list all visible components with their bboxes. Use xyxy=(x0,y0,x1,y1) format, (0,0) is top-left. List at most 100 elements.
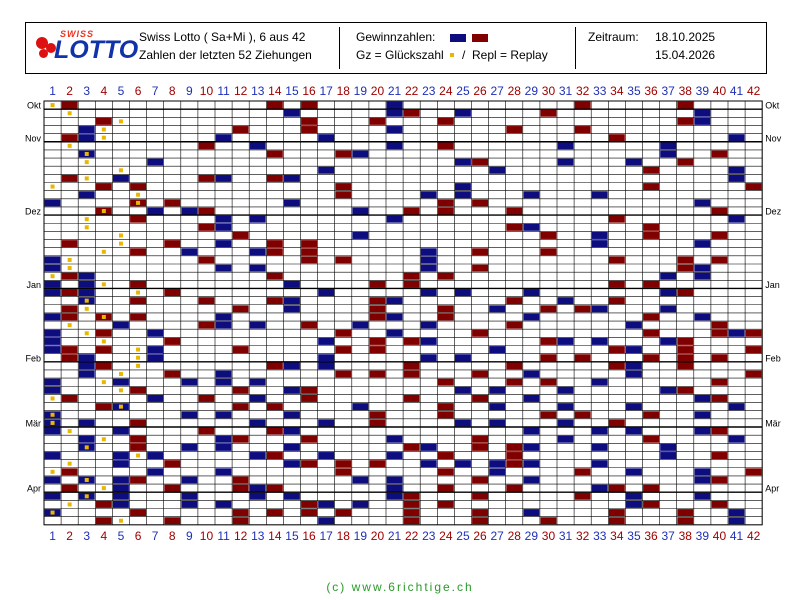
drawn-number-cell xyxy=(181,207,198,215)
drawn-number-cell xyxy=(61,289,78,296)
drawn-number-cell xyxy=(284,411,300,419)
drawn-number-cell xyxy=(215,370,232,378)
drawn-number-cell xyxy=(472,248,488,256)
drawn-number-cell xyxy=(284,460,300,468)
gluckszahl-marker xyxy=(50,274,55,279)
drawn-number-cell xyxy=(489,346,506,354)
column-number-top: 37 xyxy=(661,84,675,98)
column-number-top: 25 xyxy=(456,84,470,98)
drawn-number-cell xyxy=(113,378,129,386)
month-label-right: Mär xyxy=(765,419,781,429)
gluckszahl-marker xyxy=(118,388,123,393)
drawn-number-cell xyxy=(711,354,728,362)
drawn-number-cell xyxy=(626,370,642,378)
legend-navy-swatch xyxy=(450,34,466,42)
drawn-number-cell xyxy=(266,297,283,305)
drawn-number-cell xyxy=(591,232,608,239)
drawn-number-cell xyxy=(591,240,608,248)
drawn-number-cell xyxy=(95,362,112,370)
gluckszahl-marker xyxy=(50,184,55,189)
drawn-number-cell xyxy=(591,191,608,199)
drawn-number-cell xyxy=(711,500,728,508)
drawn-number-cell xyxy=(489,305,506,313)
column-number-top: 28 xyxy=(508,84,522,98)
column-number-bottom: 31 xyxy=(559,529,573,543)
gluckszahl-marker xyxy=(84,176,89,181)
column-number-bottom: 11 xyxy=(217,529,230,543)
drawn-number-cell xyxy=(301,460,317,468)
drawn-number-cell xyxy=(557,158,574,166)
drawn-number-cell xyxy=(369,305,386,313)
gluckszahl-marker xyxy=(84,477,89,482)
drawn-number-cell xyxy=(472,395,488,402)
drawn-number-cell xyxy=(164,517,181,525)
drawn-number-cell xyxy=(574,354,591,362)
gluckszahl-marker xyxy=(67,257,72,262)
month-label-right: Apr xyxy=(765,484,779,494)
column-number-bottom: 2 xyxy=(66,529,73,543)
drawn-number-cell xyxy=(284,492,300,500)
gluckszahl-marker xyxy=(67,429,72,434)
drawn-number-cell xyxy=(318,419,335,427)
drawn-number-cell xyxy=(284,362,300,370)
chart-title: Swiss Lotto ( Sa+Mi ), 6 aus 42 xyxy=(139,30,306,44)
lotto-ball-icon xyxy=(39,49,48,58)
drawn-number-cell xyxy=(711,452,728,459)
drawn-number-cell xyxy=(540,411,557,419)
drawn-number-cell xyxy=(198,223,215,231)
drawn-number-cell xyxy=(335,509,352,517)
drawn-number-cell xyxy=(506,207,523,215)
drawn-number-cell xyxy=(694,117,711,125)
drawn-number-cell xyxy=(608,256,625,264)
drawn-number-cell xyxy=(181,248,198,256)
drawn-number-cell xyxy=(249,452,266,459)
column-number-top: 1 xyxy=(49,84,56,98)
drawn-number-cell xyxy=(437,207,454,215)
gluckszahl-marker xyxy=(84,306,89,311)
drawn-number-cell xyxy=(301,500,317,508)
drawn-number-cell xyxy=(335,468,352,476)
column-number-bottom: 22 xyxy=(405,529,419,543)
month-label-right: Jan xyxy=(765,280,780,290)
drawn-number-cell xyxy=(626,500,642,508)
drawn-number-cell xyxy=(249,395,266,402)
drawn-number-cell xyxy=(44,289,61,296)
drawn-number-cell xyxy=(61,313,78,321)
drawn-number-cell xyxy=(403,337,420,345)
drawn-number-cell xyxy=(352,150,369,158)
gluckszahl-marker xyxy=(84,151,89,156)
drawn-number-cell xyxy=(130,509,146,517)
drawn-number-cell xyxy=(420,354,437,362)
drawn-number-cell xyxy=(249,264,266,272)
gluckszahl-marker xyxy=(101,380,106,385)
drawn-number-cell xyxy=(745,370,762,378)
drawn-number-cell xyxy=(61,174,78,182)
drawn-number-cell xyxy=(318,500,335,508)
drawn-number-cell xyxy=(506,126,523,133)
drawn-number-cell xyxy=(147,452,164,459)
drawn-number-cell xyxy=(113,174,129,182)
column-number-top: 38 xyxy=(679,84,693,98)
drawn-number-cell xyxy=(181,378,198,386)
gluckszahl-marker xyxy=(50,420,55,425)
column-number-bottom: 42 xyxy=(747,529,761,543)
drawn-number-cell xyxy=(626,427,642,435)
drawn-number-cell xyxy=(130,386,146,394)
drawn-number-cell xyxy=(44,256,61,264)
drawn-number-cell xyxy=(113,484,129,492)
drawn-number-cell xyxy=(403,443,420,451)
drawn-number-cell xyxy=(608,362,625,370)
drawn-number-cell xyxy=(266,362,283,370)
drawn-number-cell xyxy=(266,150,283,158)
column-number-top: 17 xyxy=(319,84,333,98)
drawn-number-cell xyxy=(694,272,711,280)
drawn-number-cell xyxy=(728,435,745,443)
lotto-ball-icon xyxy=(36,37,48,49)
drawn-number-cell xyxy=(437,500,454,508)
column-number-top: 33 xyxy=(593,84,607,98)
column-number-top: 12 xyxy=(234,84,248,98)
drawn-number-cell xyxy=(369,460,386,468)
drawn-number-cell xyxy=(591,337,608,345)
drawn-number-cell xyxy=(472,370,488,378)
gluckszahl-marker xyxy=(84,160,89,165)
